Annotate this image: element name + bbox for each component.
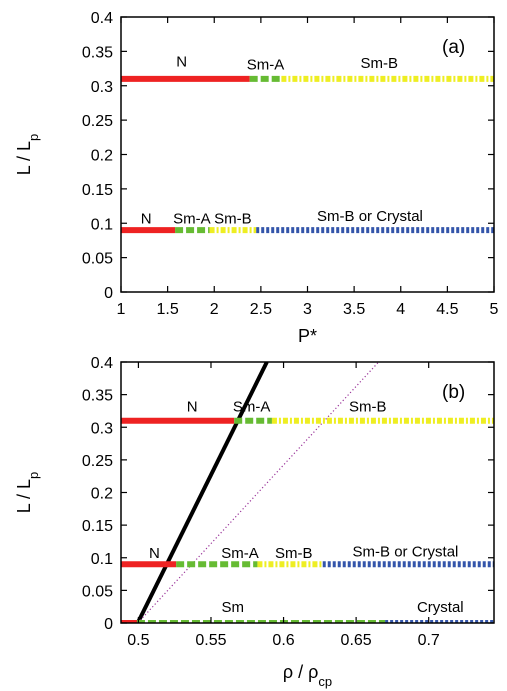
x-tick-label: 0.55: [195, 632, 226, 649]
y-tick-label: 0: [104, 285, 113, 302]
panel-label: (b): [442, 382, 465, 403]
phase-label: Sm-A: [221, 545, 259, 562]
x-tick-label: 3.5: [343, 301, 365, 318]
y-tick-label: 0.25: [82, 113, 113, 130]
y-tick-label: 0.35: [82, 44, 113, 61]
y-axis-label: L / Lp: [14, 134, 41, 176]
y-tick-label: 0.1: [91, 216, 113, 233]
y-tick-label: 0.15: [82, 518, 113, 535]
x-axis-label: P*: [298, 326, 317, 346]
phase-label: Crystal: [417, 599, 464, 616]
y-tick-label: 0.2: [91, 148, 113, 165]
y-tick-label: 0.05: [82, 583, 113, 600]
y-tick-label: 0: [104, 616, 113, 633]
phase-label: N: [141, 210, 152, 227]
y-tick-label: 0.35: [82, 388, 113, 405]
x-tick-label: 3: [303, 301, 312, 318]
y-tick-label: 0.3: [91, 420, 113, 437]
phase-label: Sm-B or Crystal: [317, 208, 423, 225]
phase-label: N: [176, 54, 187, 71]
y-tick-label: 0.2: [91, 486, 113, 503]
y-tick-label: 0.4: [91, 10, 113, 27]
chart-panel-a: 1 1.5 2 2.5 3 3.5 4 4.5 5 0 0.05 0.1 0.15 0.2 0.25 0.3 0…: [14, 10, 499, 346]
x-tick-label: 2.5: [250, 301, 272, 318]
phase-label: Sm-B: [214, 210, 252, 227]
phase-label: Sm-B: [361, 55, 399, 72]
phase-label: N: [149, 545, 160, 562]
chart-panel-b: 0.5 0.55 0.6 0.65 0.7 0 0.05 0.1 0.15 0.2 0.25 0.3 0…: [14, 355, 495, 689]
y-tick-label: 0.05: [82, 251, 113, 268]
x-tick-label: 0.7: [418, 632, 440, 649]
y-tick-label: 0.3: [91, 79, 113, 96]
x-tick-label: 2: [210, 301, 219, 318]
x-tick-label: 1.5: [157, 301, 179, 318]
phase-label: Sm-B or Crystal: [353, 543, 459, 560]
x-tick-label: 4: [396, 301, 405, 318]
x-tick-label: 0.65: [341, 632, 372, 649]
plot-frame: [120, 361, 495, 624]
x-tick-label: 0.6: [272, 632, 294, 649]
phase-label: Sm-A: [173, 210, 211, 227]
y-tick-label: 0.25: [82, 453, 113, 470]
x-axis-label: ρ / ρcp: [283, 662, 332, 689]
panel-label: (a): [442, 37, 465, 58]
y-tick-label: 0.4: [91, 355, 113, 372]
x-tick-label: 5: [490, 301, 499, 318]
y-tick-label: 0.15: [82, 182, 113, 199]
y-tick-label: 0.1: [91, 551, 113, 568]
x-tick-label: 4.5: [436, 301, 458, 318]
x-tick-label: 1: [117, 301, 126, 318]
boundary-line-2: [137, 362, 380, 623]
phase-label: Sm-B: [275, 545, 313, 562]
phase-label: N: [187, 399, 198, 416]
phase-label: Sm-B: [349, 399, 387, 416]
phase-label: Sm-A: [247, 56, 285, 73]
phase-label: Sm-A: [233, 399, 271, 416]
x-tick-label: 0.5: [127, 632, 149, 649]
boundary-line-1: [135, 362, 269, 623]
phase-label: Sm: [222, 599, 245, 616]
y-axis-label: L / Lp: [14, 472, 41, 514]
